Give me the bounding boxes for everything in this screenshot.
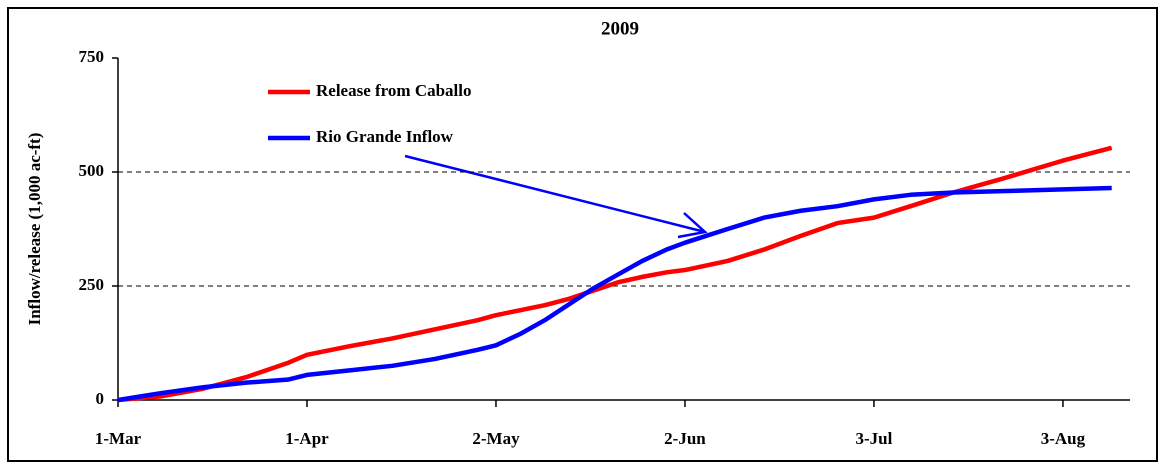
x-tick-label: 2-Jun — [664, 429, 706, 448]
y-tick-label: 750 — [79, 47, 105, 66]
x-tick-label: 2-May — [472, 429, 520, 448]
x-tick-label: 3-Jul — [856, 429, 893, 448]
y-axis-label: Inflow/release (1,000 ac-ft) — [25, 133, 44, 326]
x-tick-label: 3-Aug — [1041, 429, 1086, 448]
legend-label: Release from Caballo — [316, 81, 472, 100]
x-tick-label: 1-Apr — [285, 429, 329, 448]
chart-title: 2009 — [601, 18, 639, 39]
annotation-arrow-head — [677, 212, 708, 239]
y-tick-label: 0 — [96, 389, 105, 408]
y-tick-label: 500 — [79, 161, 105, 180]
x-tick-label: 1-Mar — [95, 429, 142, 448]
legend-label: Rio Grande Inflow — [316, 127, 454, 146]
y-tick-label: 250 — [79, 275, 105, 294]
annotation-arrow — [404, 154, 706, 234]
line-series — [117, 185, 1112, 403]
